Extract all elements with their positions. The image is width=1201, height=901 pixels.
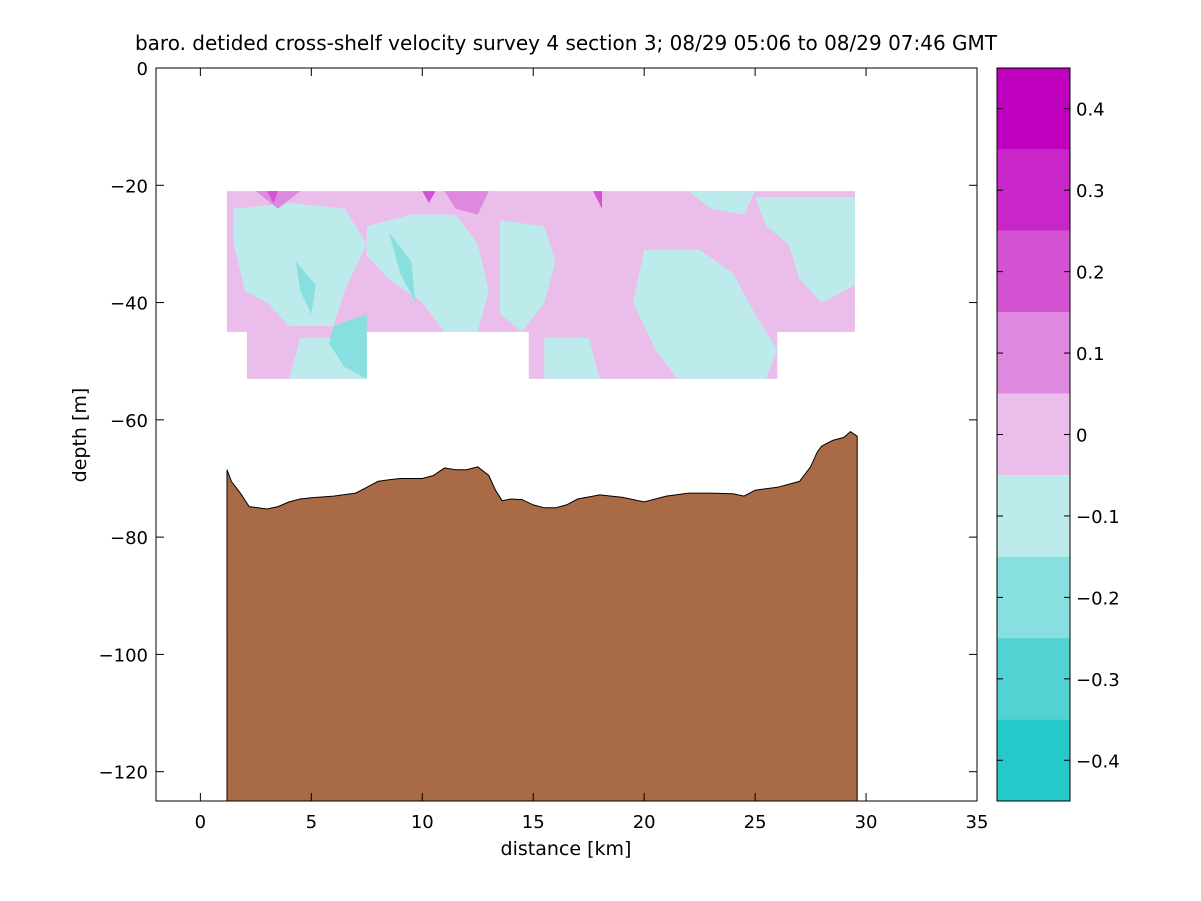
colorbar-tick-label: 0.2 <box>1076 263 1105 284</box>
x-tick-label: 30 <box>855 812 878 833</box>
velocity-contour-patch <box>633 249 778 379</box>
velocity-contour-patch <box>329 314 367 379</box>
bathymetry-seabed <box>226 430 858 802</box>
x-axis-ticks: 0 5 10 15 20 25 30 35 <box>195 68 989 833</box>
colorbar-swatch <box>997 68 1070 150</box>
velocity-contour-patch <box>444 191 489 215</box>
y-tick-label: −40 <box>110 294 148 315</box>
velocity-contours <box>233 191 855 379</box>
velocity-contour-patch <box>389 232 416 303</box>
y-axis-label: depth [m] <box>69 388 91 483</box>
velocity-contour-patch <box>233 202 367 326</box>
velocity-contour-patch <box>422 191 436 203</box>
colorbar-tick-label: 0.3 <box>1076 181 1105 202</box>
colorbar-swatch <box>997 719 1070 801</box>
colorbar-tick-label: 0.4 <box>1076 100 1105 121</box>
x-axis-label: distance [km] <box>501 838 632 860</box>
velocity-contour-patch <box>255 191 301 209</box>
y-tick-label: −20 <box>110 176 148 197</box>
colorbar-swatch <box>997 230 1070 313</box>
velocity-contour-patch <box>593 191 602 209</box>
velocity-contour-patch <box>295 261 316 315</box>
colorbar-swatch <box>997 393 1070 476</box>
velocity-contour-patch <box>544 337 600 379</box>
y-tick-label: −100 <box>99 645 148 666</box>
chart-title: baro. detided cross-shelf velocity surve… <box>135 31 998 55</box>
y-tick-label: −120 <box>99 763 148 784</box>
x-tick-label: 5 <box>306 812 317 833</box>
colorbar-swatch <box>997 556 1070 639</box>
y-tick-label: −80 <box>110 528 148 549</box>
x-tick-label: 20 <box>633 812 656 833</box>
velocity-contour-patch <box>755 197 855 303</box>
colorbar-tick-label: −0.4 <box>1076 751 1120 772</box>
colorbar-swatch <box>997 312 1070 394</box>
y-axis-ticks: 0 −20 −40 −60 −80 −100 −120 <box>99 59 977 784</box>
colorbar-tick-label: 0.1 <box>1076 344 1105 365</box>
colorbar-tick-label: 0 <box>1076 426 1087 447</box>
colorbar: 0.4 0.3 0.2 0.1 0 −0.1 −0.2 −0.3 −0.4 <box>996 67 1120 802</box>
velocity-contour-patch <box>688 191 756 215</box>
plot-frame <box>155 67 978 802</box>
colorbar-swatch <box>997 149 1070 231</box>
colorbar-tick-label: −0.3 <box>1076 670 1120 691</box>
y-tick-label: 0 <box>137 59 148 80</box>
colorbar-swatch <box>997 475 1070 557</box>
x-tick-label: 25 <box>744 812 767 833</box>
colorbar-swatch <box>997 638 1070 720</box>
plot-area: 0 5 10 15 20 25 30 35 0 −20 −40 −60 −80 −100 −120 <box>99 59 989 833</box>
x-tick-label: 10 <box>411 812 434 833</box>
colorbar-tick-label: −0.2 <box>1076 588 1120 609</box>
x-tick-label: 35 <box>966 812 989 833</box>
x-tick-label: 15 <box>522 812 545 833</box>
y-tick-label: −60 <box>110 411 148 432</box>
colorbar-tick-label: −0.1 <box>1076 507 1120 528</box>
velocity-contour-patch <box>266 191 278 203</box>
x-tick-label: 0 <box>195 812 206 833</box>
velocity-contour-patch <box>499 220 556 332</box>
